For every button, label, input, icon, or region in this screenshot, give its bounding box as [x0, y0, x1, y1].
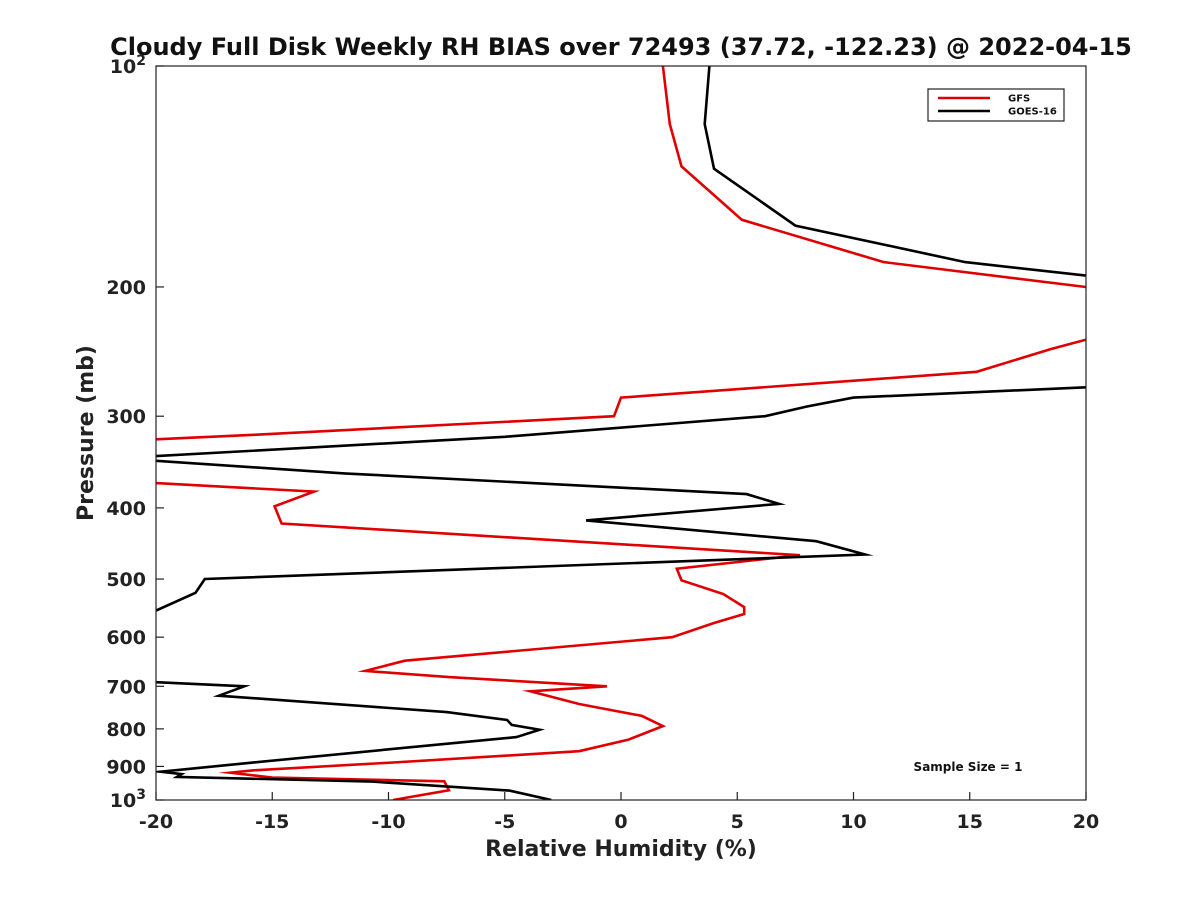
y-tick-label: 400: [106, 498, 146, 520]
legend: GFS GOES-16: [927, 88, 1065, 122]
y-tick-label: 800: [106, 719, 146, 741]
x-tick-label: -10: [371, 811, 405, 833]
legend-label: GOES-16: [1008, 107, 1057, 118]
series-line-gfs: [156, 66, 1086, 800]
y-tick-label: 600: [106, 627, 146, 649]
x-tick-label: -5: [494, 811, 515, 833]
y-axis-label: Pressure (mb): [74, 345, 99, 521]
y-axis: 102 200 300 400 500 600 700 800 900 103: [106, 53, 164, 812]
x-tick-label: 5: [731, 811, 744, 833]
x-tick-label: 10: [840, 811, 866, 833]
series-line-goes-16: [156, 66, 1086, 800]
y-tick-label: 500: [106, 569, 146, 591]
y-tick-label: 700: [106, 676, 146, 698]
legend-box: [927, 88, 1065, 122]
sample-size-annotation: Sample Size = 1: [914, 760, 1023, 774]
chart-title: Cloudy Full Disk Weekly RH BIAS over 724…: [110, 33, 1132, 61]
x-axis: -20 -15 -10 -5 0 5 10 15 20: [139, 792, 1099, 833]
y-tick-label: 103: [110, 787, 146, 812]
y-tick-label: 200: [106, 277, 146, 299]
y-tick-label: 900: [106, 756, 146, 778]
y-tick-label: 102: [110, 53, 146, 78]
x-tick-label: -15: [255, 811, 289, 833]
x-axis-label: Relative Humidity (%): [485, 837, 757, 862]
x-tick-label: 20: [1073, 811, 1099, 833]
series-layer: [156, 66, 1086, 800]
x-tick-label: 0: [614, 811, 627, 833]
x-tick-label: -20: [139, 811, 173, 833]
legend-label: GFS: [1008, 94, 1030, 105]
x-tick-label: 15: [957, 811, 983, 833]
y-tick-label: 300: [106, 406, 146, 428]
